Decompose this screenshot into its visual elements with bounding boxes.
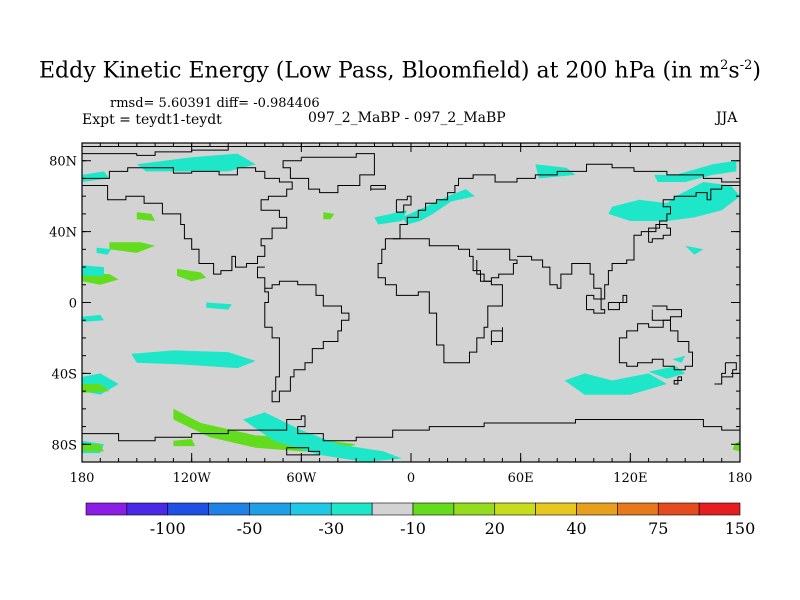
anomaly-region-pos20 [109, 242, 156, 253]
anomaly-region-neg10 [82, 314, 104, 322]
x-tick-label: 120W [173, 471, 212, 486]
colorbar-swatch [494, 502, 536, 516]
anomaly-region-pos20 [82, 384, 110, 393]
season-label: JJA [716, 110, 738, 126]
colorbar-label: -10 [400, 519, 426, 538]
map-axes: 180 120W 60W 0 60E 120E 180 80N 40N 0 40S 80S [49, 142, 753, 486]
anomaly-region-neg10 [82, 265, 104, 276]
y-tick-label: 0 [69, 297, 77, 312]
colorbar: -100 -50 -30 -10 20 40 75 150 [85, 502, 756, 538]
coastline [490, 327, 503, 345]
colorbar-swatch [657, 502, 700, 516]
anomaly-region-pos20 [136, 212, 156, 221]
colorbar-label: -50 [237, 519, 263, 538]
colorbar-label: 150 [725, 519, 756, 538]
colorbar-swatch [576, 502, 618, 516]
experiment-label: Expt = teydt1-teydt [82, 112, 222, 128]
colorbar-swatch [126, 502, 169, 516]
colorbar-swatch [371, 502, 414, 516]
anomaly-region-pos20 [732, 440, 740, 452]
colorbar-swatch [698, 502, 741, 516]
coastline [618, 319, 693, 371]
coastline [395, 195, 412, 213]
title-close-paren: ) [752, 58, 761, 84]
anomaly-region-neg10 [242, 412, 402, 462]
anomaly-region-neg10 [685, 245, 704, 255]
y-tick-label: 40N [49, 226, 77, 241]
coastline [286, 447, 321, 456]
title-unit-s: s [728, 58, 740, 84]
x-tick-label: 120E [613, 471, 647, 486]
coastline [651, 305, 682, 321]
anomaly-region-neg10 [672, 355, 686, 363]
coastline [257, 266, 350, 403]
anomaly-region-neg10 [374, 210, 408, 225]
colorbar-swatch [85, 502, 128, 516]
colorbar-label: 20 [485, 519, 505, 538]
anomaly-region-neg10 [136, 153, 256, 172]
x-tick-label: 60E [508, 471, 534, 486]
colorbar-label: 40 [566, 519, 586, 538]
colorbar-label: -100 [150, 519, 186, 538]
anomaly-region-neg10 [131, 350, 256, 369]
anomaly-region-neg10 [608, 182, 740, 221]
colorbar-swatch [453, 502, 496, 516]
colorbar-swatch [208, 502, 250, 516]
colorbar-label: 75 [648, 519, 668, 538]
anomaly-region-pos20 [323, 212, 335, 220]
x-tick-label: 180 [728, 471, 753, 486]
colorbar-swatch [535, 502, 577, 516]
title-exponent-m: 2 [720, 58, 729, 73]
anomaly-region-neg10 [401, 189, 475, 225]
x-tick-label: 0 [407, 471, 415, 486]
anomaly-region-neg10 [564, 373, 667, 395]
x-tick-label: 180 [70, 471, 95, 486]
coastline [586, 294, 606, 314]
colorbar-swatch [330, 502, 373, 516]
coastline [607, 294, 628, 311]
coastline [370, 185, 386, 191]
coastline [82, 146, 229, 156]
y-tick-label: 80N [49, 155, 77, 170]
coastline [517, 185, 740, 300]
y-tick-label: 80S [52, 438, 77, 453]
colorbar-swatch [617, 502, 659, 516]
colorbar-swatch [412, 502, 455, 516]
anomaly-region-neg10 [206, 302, 232, 310]
coastline [476, 248, 518, 282]
stats-label: rmsd= 5.60391 diff= -0.984406 [110, 96, 320, 111]
coastline [673, 376, 682, 385]
coastline [282, 153, 375, 194]
y-tick-label: 40S [52, 367, 77, 382]
coastline [82, 415, 740, 442]
colorbar-swatch [167, 502, 209, 516]
anomaly-region-pos20 [177, 268, 207, 282]
coastline [392, 163, 740, 240]
colorbar-swatch [249, 502, 291, 516]
coastline [82, 167, 293, 275]
chart-title: Eddy Kinetic Energy (Low Pass, Bloomfiel… [0, 58, 800, 83]
anomaly-region-neg10 [654, 160, 737, 182]
map-plot-area [82, 143, 740, 462]
title-main: Eddy Kinetic Energy (Low Pass, Bloomfiel… [39, 58, 721, 84]
x-tick-label: 60W [286, 471, 317, 486]
title-exponent-s: -2 [739, 58, 753, 73]
case-pair-label: 097_2_MaBP - 097_2_MaBP [308, 110, 506, 126]
coastline [714, 362, 737, 385]
coastline [648, 224, 671, 243]
anomaly-region-neg10 [82, 171, 110, 182]
anomaly-region-pos20 [82, 444, 104, 452]
colorbar-swatch [290, 502, 332, 516]
coastline [377, 238, 503, 364]
anomaly-region-pos20 [173, 439, 196, 447]
colorbar-label: -30 [318, 519, 344, 538]
anomaly-region-neg10 [96, 247, 112, 255]
